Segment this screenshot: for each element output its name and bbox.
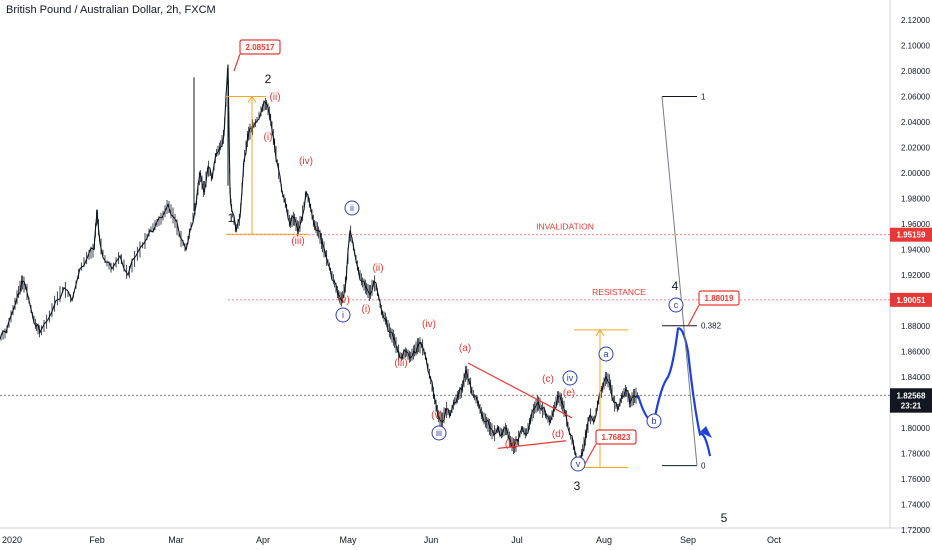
price-axis-tag (890, 398, 932, 413)
orange-arrow-icon (595, 328, 605, 337)
price-box-text: 1.76823 (602, 433, 631, 442)
projection-arrow-icon (700, 426, 712, 438)
circled-wave-label: ii (350, 203, 354, 213)
red-wave-label: (iii) (394, 358, 407, 369)
x-tick-label: Mar (168, 535, 184, 545)
price-box-text: 1.88019 (705, 294, 734, 303)
price-box-arrow (233, 53, 241, 72)
y-tick-label: 2.12000 (901, 16, 930, 25)
red-wave-label: (b) (505, 439, 517, 450)
x-tick-label: Oct (767, 535, 782, 545)
resistance-label: RESISTANCE (592, 287, 646, 297)
red-wave-label: (i) (264, 132, 273, 143)
red-wave-label: (ii) (269, 92, 280, 103)
red-wave-label: (iv) (299, 156, 313, 167)
major-wave-label: 5 (721, 511, 728, 525)
circled-wave-label: v (576, 459, 581, 469)
major-wave-label: 1 (228, 211, 235, 225)
y-tick-label: 1.74000 (901, 501, 930, 510)
major-wave-label: 4 (672, 279, 679, 293)
circled-wave-label: c (674, 300, 679, 310)
orange-arrow-icon (247, 95, 257, 103)
red-wave-label: (c) (542, 374, 554, 385)
red-wave-label: (iv) (422, 319, 436, 330)
invalidation-label: INVALIDATION (536, 222, 594, 232)
fib-label-upper: 1 (701, 93, 706, 102)
trendline (467, 362, 573, 419)
x-tick-label: Jul (511, 535, 523, 545)
price-axis-tag (890, 292, 932, 307)
x-tick-label: Aug (596, 535, 612, 545)
y-tick-label: 1.76000 (901, 475, 930, 484)
y-tick-label: 1.84000 (901, 373, 930, 382)
circled-wave-label: a (603, 349, 608, 359)
circled-wave-marker (598, 346, 614, 362)
circled-wave-label: b (651, 416, 656, 426)
price-axis-tag-text: 1.90051 (897, 296, 926, 305)
price-box-arrow (687, 304, 700, 327)
red-wave-label: (ii) (372, 263, 383, 274)
price-box (239, 39, 281, 55)
y-tick-label: 2.06000 (901, 93, 930, 102)
y-tick-label: 1.78000 (901, 450, 930, 459)
major-wave-label: 3 (574, 479, 581, 493)
y-tick-label: 2.08000 (901, 67, 930, 76)
y-tick-label: 2.02000 (901, 144, 930, 153)
projection-path (636, 327, 712, 457)
x-tick-label: Jun (424, 535, 439, 545)
circled-wave-marker (562, 370, 578, 386)
x-tick-label: Feb (89, 535, 105, 545)
y-tick-label: 2.10000 (901, 42, 930, 51)
y-tick-label: 2.04000 (901, 118, 930, 127)
circled-wave-marker (646, 413, 662, 429)
chart-title: British Pound / Australian Dollar, 2h, F… (6, 4, 216, 16)
red-wave-label: (v) (338, 295, 350, 306)
circled-wave-marker (344, 200, 360, 216)
circled-wave-label: iii (436, 428, 442, 438)
price-box-arrow (583, 443, 597, 466)
major-wave-label: 2 (265, 72, 272, 86)
y-tick-label: 1.86000 (901, 348, 930, 357)
x-tick-label: 2020 (2, 535, 22, 545)
circled-wave-marker (668, 297, 684, 313)
red-wave-label: (v) (431, 410, 443, 421)
fib-label-lower: 0 (701, 462, 706, 471)
red-wave-label: (i) (362, 304, 371, 315)
x-tick-label: Apr (256, 535, 270, 545)
y-tick-label: 1.92000 (901, 271, 930, 280)
trendline (497, 440, 567, 449)
price-box (698, 290, 740, 306)
fib-diagonal (661, 96, 698, 466)
price-box-text: 2.08517 (246, 43, 275, 52)
circled-wave-marker (431, 425, 447, 441)
red-wave-label: (iii) (291, 236, 304, 247)
fib-label-level: 0.382 (701, 322, 722, 331)
price-axis-tag-text: 23:21 (901, 402, 922, 411)
y-tick-label: 1.88000 (901, 322, 930, 331)
circled-wave-label: i (342, 310, 344, 320)
circled-wave-label: iv (567, 373, 574, 383)
y-tick-label: 1.96000 (901, 220, 930, 229)
price-axis-tag-text: 1.95159 (897, 231, 926, 240)
y-tick-label: 1.72000 (901, 526, 930, 535)
x-tick-label: May (339, 535, 357, 545)
red-wave-label: (d) (552, 429, 564, 440)
circled-wave-marker (335, 307, 351, 323)
y-tick-label: 1.98000 (901, 195, 930, 204)
y-tick-label: 2.00000 (901, 169, 930, 178)
y-tick-label: 1.94000 (901, 246, 930, 255)
price-axis-tag (890, 227, 932, 242)
red-wave-label: (e) (563, 388, 575, 399)
y-tick-label: 1.80000 (901, 424, 930, 433)
price-axis-tag-text: 1.82568 (897, 391, 926, 400)
circled-wave-marker (570, 456, 586, 472)
red-wave-label: (a) (459, 343, 471, 354)
price-box (595, 429, 637, 445)
x-tick-label: Sep (680, 535, 696, 545)
